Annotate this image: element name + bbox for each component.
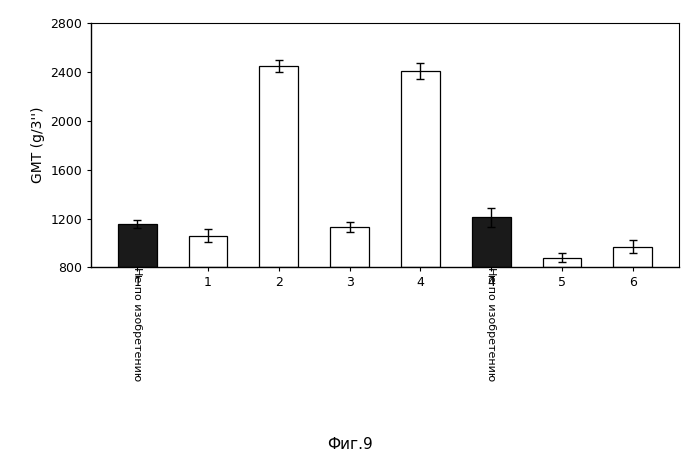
Bar	[259, 66, 298, 267]
Bar	[118, 224, 157, 267]
Bar	[613, 247, 652, 267]
Text: Фиг.9: Фиг.9	[327, 437, 373, 452]
Text: Не по изобретению: Не по изобретению	[486, 267, 496, 382]
Bar	[188, 236, 228, 267]
Bar	[472, 217, 511, 267]
Bar	[401, 71, 440, 267]
Text: Не по изобретению: Не по изобретению	[132, 267, 142, 382]
Y-axis label: GMT (g/3''): GMT (g/3'')	[31, 107, 45, 183]
Bar	[330, 227, 369, 267]
Bar	[542, 258, 582, 267]
